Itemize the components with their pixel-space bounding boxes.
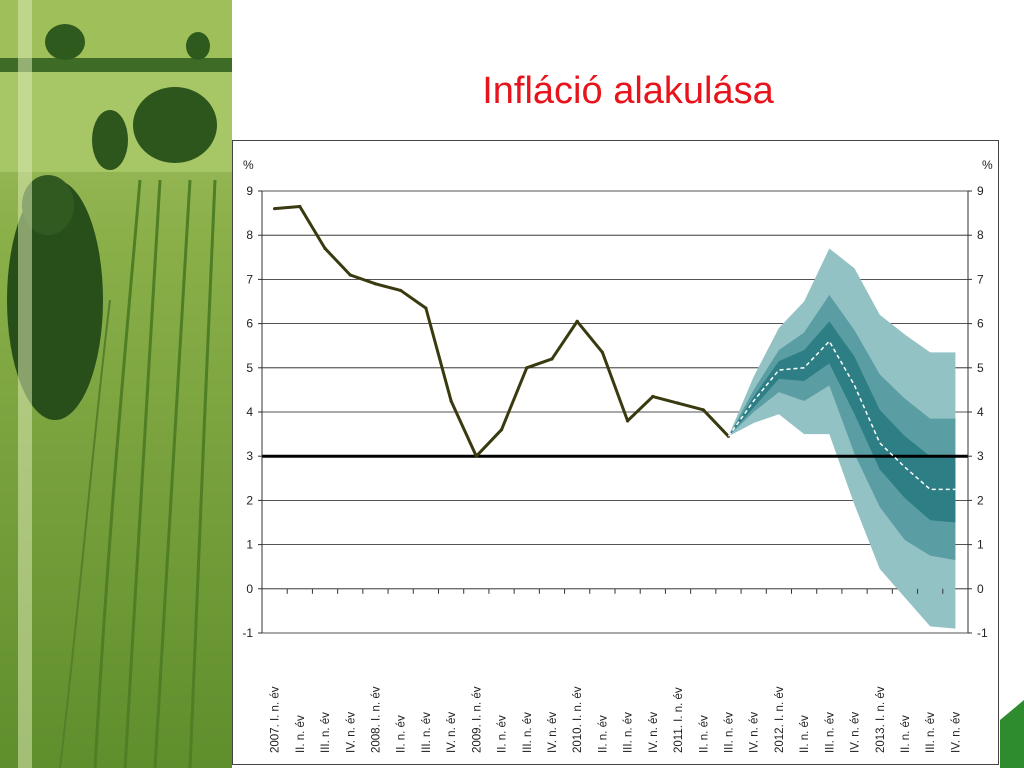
y-tick-label-right: 9: [977, 184, 984, 198]
x-category-label: 2007. I. n. év: [270, 686, 282, 753]
corner-decoration: [1000, 700, 1024, 768]
actual-point: [550, 357, 554, 361]
axes: [258, 190, 972, 634]
actual-point: [626, 419, 630, 423]
y-tick-label-left: 7: [246, 272, 253, 286]
y-tick-label-right: 3: [977, 449, 984, 463]
y-tick-label-right: 6: [977, 317, 984, 331]
x-category-label: 2012. I. n. év: [774, 686, 786, 753]
x-category-label: III. n. év: [421, 712, 433, 753]
field-landscape-photo: [0, 0, 232, 768]
x-category-label: II. n. év: [799, 715, 811, 753]
actual-inflation-line: [274, 204, 730, 458]
x-category-label: IV. n. év: [950, 712, 962, 753]
x-category-label: III. n. év: [824, 712, 836, 753]
y-tick-label-left: 1: [246, 538, 253, 552]
actual-point: [701, 408, 705, 412]
y-tick-label-right: 8: [977, 228, 984, 242]
y-tick-label-left: 9: [246, 184, 253, 198]
y-tick-label-right: 1: [977, 538, 984, 552]
x-category-label: III. n. év: [623, 712, 635, 753]
x-category-label: 2011. I. n. év: [673, 687, 685, 753]
y-tick-label-right: 5: [977, 361, 984, 375]
forecast-fan: [728, 248, 956, 629]
y-tick-label-left: 3: [246, 449, 253, 463]
forecast-median-line: [727, 340, 956, 491]
y-tick-label-right: 7: [977, 272, 984, 286]
y-tick-label-left: 6: [246, 317, 253, 331]
actual-point: [424, 306, 428, 310]
actual-point: [323, 246, 327, 251]
y-unit-left: %: [243, 158, 254, 172]
chart-canvas: -1 -1 0 0 1 1 2 2 3 3 4 4 5 5 6 6 7 7 8 8 9 9% % 2007. I. n. év…: [242, 158, 993, 753]
y-tick-label-left: 0: [246, 582, 253, 596]
x-category-label: II. n. év: [698, 715, 710, 753]
actual-point: [474, 454, 478, 458]
x-category-label: 2013. I. n. év: [875, 686, 887, 753]
x-category-label: IV. n. év: [749, 712, 761, 753]
x-category-label: II. n. év: [396, 715, 408, 753]
actual-inflation: [273, 204, 731, 458]
y-unit-right: %: [982, 158, 993, 172]
x-category-label: II. n. év: [295, 715, 307, 753]
forecast-median: [727, 340, 956, 491]
actual-point: [373, 282, 378, 286]
actual-point: [651, 394, 655, 399]
x-category-label: 2010. I. n. év: [572, 686, 584, 753]
y-tick-label-right: 2: [977, 493, 984, 507]
y-tick-label-left: 4: [246, 405, 253, 419]
x-category-label: III. n. év: [320, 712, 332, 753]
fan-band-inner: [728, 321, 956, 523]
actual-point: [298, 204, 302, 209]
actual-point: [399, 288, 403, 293]
x-category-label: 2008. I. n. év: [370, 686, 382, 753]
y-tick-label-left: -1: [242, 626, 253, 640]
x-category-label: IV. n. év: [648, 712, 660, 753]
y-tick-label-right: 4: [977, 405, 984, 419]
x-category-label: 2009. I. n. év: [471, 686, 483, 753]
x-category-label: III. n. év: [723, 712, 735, 753]
x-category-label: III. n. év: [925, 712, 937, 753]
actual-point: [676, 401, 680, 405]
x-category-label: IV. n. év: [850, 712, 862, 753]
y-tick-label-left: 2: [246, 493, 253, 507]
actual-point: [575, 319, 579, 323]
actual-point: [348, 273, 352, 277]
y-tick-label-right: -1: [977, 626, 988, 640]
y-tick-label-right: 0: [977, 582, 984, 596]
y-tick-label-left: 8: [246, 228, 253, 242]
slide-title: Infláció alakulása: [482, 70, 774, 112]
x-category-label: III. n. év: [522, 712, 534, 753]
actual-point: [600, 350, 604, 354]
y-tick-label-left: 5: [246, 361, 253, 375]
actual-point: [499, 428, 504, 432]
x-category-label: II. n. év: [900, 715, 912, 753]
x-category-label: II. n. év: [597, 715, 609, 753]
inflation-fan-chart: -1 -1 0 0 1 1 2 2 3 3 4 4 5 5 6 6 7 7 8 8 9 9%% 2007. I. n. év…: [232, 140, 999, 765]
actual-point: [449, 399, 453, 403]
actual-point: [525, 366, 529, 370]
axis-labels: -1 -1 0 0 1 1 2 2 3 3 4 4 5 5 6 6 7 7 8 8 9 9% % 2007. I. n. év…: [242, 158, 993, 753]
x-category-label: IV. n. év: [345, 712, 357, 753]
x-category-label: II. n. év: [497, 715, 509, 753]
x-category-label: IV. n. év: [547, 712, 559, 753]
x-category-label: IV. n. év: [446, 712, 458, 753]
fan-band-outer: [728, 248, 956, 629]
actual-point: [273, 207, 277, 211]
